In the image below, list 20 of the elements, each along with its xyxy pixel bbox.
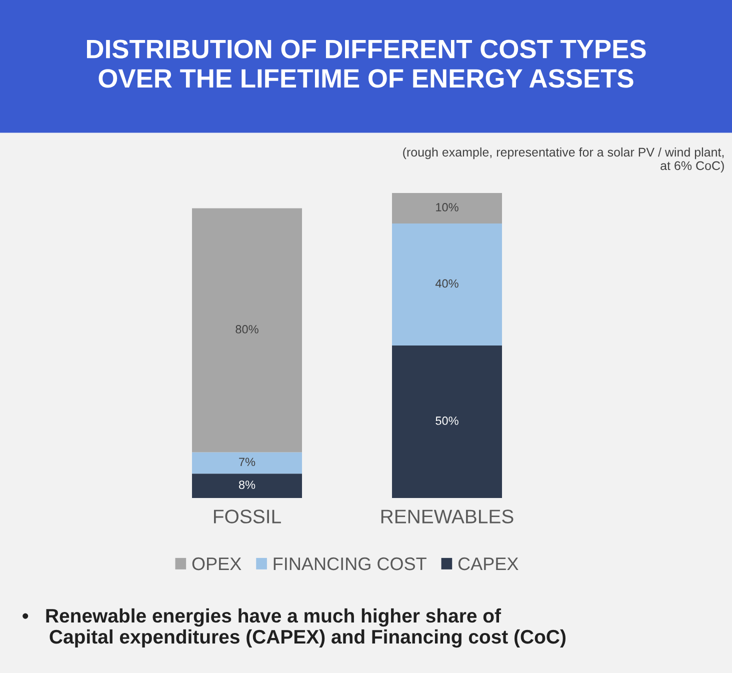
legend-label: OPEX — [192, 557, 242, 570]
bar — [192, 452, 302, 474]
data-label: 40% — [435, 279, 458, 288]
bar — [392, 224, 502, 346]
bar — [392, 193, 502, 224]
chart-title: DISTRIBUTION OF DIFFERENT COST TYPES OVER THE LIFETIME OF ENERGY ASSETS — [87, 40, 646, 88]
data-label: 80% — [236, 325, 258, 334]
bar — [192, 208, 302, 452]
chart-subtitle: (rough example, representative for a solar PV / wind plant, at 6% CoC) — [403, 147, 724, 173]
data-label: 10% — [436, 203, 458, 212]
bar — [392, 346, 502, 498]
data-label: 7% — [239, 458, 256, 466]
bar — [192, 474, 302, 498]
legend-label: FINANCING COST — [274, 557, 426, 570]
x-tick-label: RENEWABLES — [381, 510, 514, 524]
legend-label: CAPEX — [458, 557, 518, 570]
text: • Renewable energies have a much higher share of Capital expenditures (CAPEX) and Financing cost (CoC) — [22, 608, 566, 648]
data-label: 8% — [238, 480, 256, 489]
data-label: 50% — [436, 416, 458, 425]
x-tick-label: FOSSIL — [214, 510, 281, 524]
